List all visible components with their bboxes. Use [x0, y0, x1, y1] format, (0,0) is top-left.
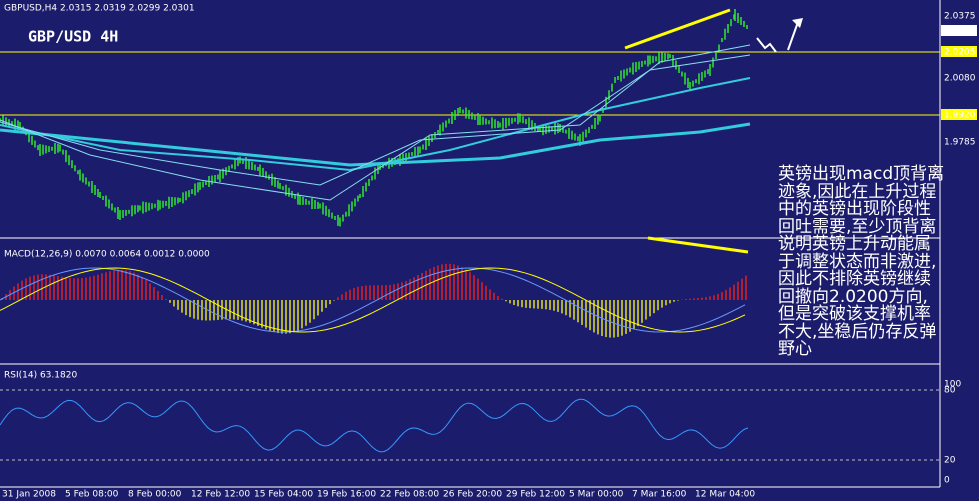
moving-average — [0, 44, 751, 201]
divergence-line — [624, 8, 731, 50]
price-label: 1.9785 — [944, 138, 976, 148]
time-label: 5 Feb 08:00 — [65, 490, 119, 500]
annotation-line: 说明英镑上升动能属 — [778, 234, 931, 254]
price-tag — [941, 46, 977, 57]
time-label: 29 Feb 12:00 — [506, 490, 565, 500]
chart-title: GBP/USD 4H — [28, 28, 118, 46]
rsi-axis-label: 0 — [944, 476, 950, 486]
divergence-line — [647, 236, 749, 254]
moving-average — [0, 77, 751, 172]
time-label: 31 Jan 2008 — [2, 490, 56, 500]
arrow-head — [792, 18, 803, 28]
time-label: 22 Feb 08:00 — [380, 490, 439, 500]
rsi-axis-label: 100 — [944, 380, 961, 390]
annotation-line: 不大,坐稳后仍存反弹 — [778, 321, 937, 342]
rsi-line — [0, 398, 749, 453]
annotation-line: 回吐需要,至少顶背离 — [778, 216, 937, 237]
price-tag — [941, 25, 977, 36]
annotation-line: 因此不排除英镑继续 — [778, 269, 931, 289]
annotation-line: 迹象,因此在上升过程 — [778, 181, 937, 202]
symbol-line: GBPUSD,H4 2.0315 2.0319 2.0299 2.0301 — [4, 4, 195, 14]
price-label: 2.0301 — [944, 27, 976, 37]
macd-line — [0, 267, 746, 333]
price-label: 2.0080 — [944, 74, 976, 84]
annotation-line: 但是突破该支撑机率 — [778, 304, 931, 324]
time-label: 26 Feb 20:00 — [443, 490, 502, 500]
time-label: 7 Mar 16:00 — [632, 490, 687, 500]
annotation-line: 于调整状态而非激进, — [778, 251, 937, 272]
price-label: 2.0375 — [944, 12, 976, 22]
annotation-line: 中的英镑出现阶段性 — [778, 199, 931, 219]
moving-average — [0, 54, 751, 186]
annotation-line: 英镑出现macd顶背离 — [778, 164, 945, 184]
time-label: 12 Feb 12:00 — [191, 490, 250, 500]
time-label: 12 Mar 04:00 — [695, 490, 755, 500]
moving-average — [0, 122, 751, 167]
macd-line — [0, 267, 746, 333]
rsi-label: RSI(14) 63.1820 — [4, 371, 77, 381]
annotation: 英镑出现macd顶背离 迹象,因此在上升过程 中的英镑出现阶段性 回吐需要,至少顶背离… — [778, 164, 978, 359]
price-tag — [941, 109, 977, 120]
price-label: 1.9920 — [944, 111, 976, 121]
price-axis-strip — [940, 0, 979, 501]
price-label: 2.0205 — [944, 48, 976, 58]
time-label: 15 Feb 04:00 — [254, 490, 313, 500]
arrow-down — [756, 37, 777, 53]
rsi-axis-label: 20 — [944, 456, 956, 466]
annotation-line: 野心 — [778, 339, 812, 359]
time-label: 8 Feb 00:00 — [128, 490, 182, 500]
time-label: 19 Feb 16:00 — [317, 490, 376, 500]
time-label: 5 Mar 00:00 — [569, 490, 624, 500]
macd-label: MACD(12,26,9) 0.0070 0.0064 0.0012 0.000… — [4, 250, 210, 260]
annotation-line: 回撤向2.0200方向, — [778, 286, 928, 307]
rsi-axis-label: 80 — [944, 386, 956, 396]
arrow-up — [787, 21, 799, 51]
